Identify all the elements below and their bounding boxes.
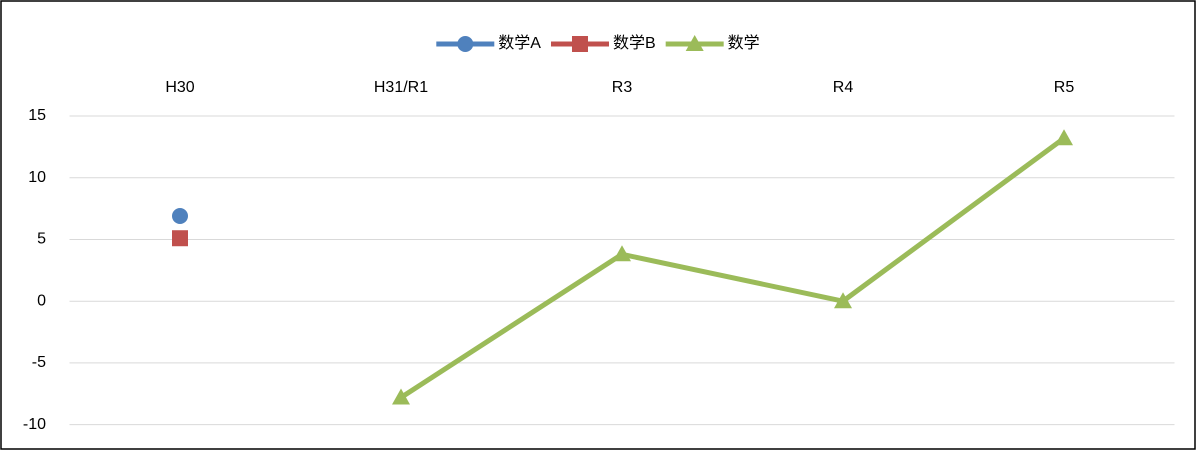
x-tick-label: R4 xyxy=(833,79,854,96)
legend-label: 数学 xyxy=(728,34,760,52)
y-tick-label: 10 xyxy=(28,169,46,186)
data-point xyxy=(834,292,852,309)
data-point xyxy=(1055,129,1073,146)
y-tick-label: 15 xyxy=(28,107,46,124)
x-tick-label: R3 xyxy=(612,79,633,96)
data-point xyxy=(172,230,188,247)
legend-label: 数学B xyxy=(613,34,656,52)
data-point xyxy=(613,245,631,262)
legend-marker xyxy=(685,35,704,51)
y-tick-label: 0 xyxy=(37,292,46,309)
data-point xyxy=(392,388,410,405)
data-point xyxy=(172,208,188,225)
x-tick-label: R5 xyxy=(1054,79,1075,96)
legend-marker xyxy=(571,36,588,52)
x-tick-label: H31/R1 xyxy=(374,79,428,96)
y-tick-label: -5 xyxy=(32,354,46,371)
series-line xyxy=(399,136,1066,400)
legend-marker xyxy=(457,36,474,52)
y-tick-label: 5 xyxy=(37,231,46,248)
legend-label: 数学A xyxy=(498,34,541,52)
x-tick-label: H30 xyxy=(165,79,194,96)
y-tick-label: -10 xyxy=(23,416,46,433)
